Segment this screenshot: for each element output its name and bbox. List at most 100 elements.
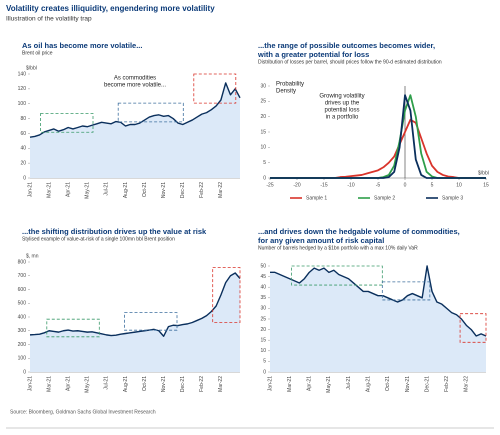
y-tick-label: 40 [20,146,26,152]
page-title: Volatility creates illiquidity, engender… [6,4,215,13]
y-tick-label: 25 [260,99,266,105]
line [270,118,486,179]
highlight-box [46,318,100,338]
highlight-box [124,312,178,331]
x-tick-label: Oct-21 [142,376,148,391]
y-tick-label: 300 [18,328,27,334]
source: Source: Bloomberg, Goldman Sachs Global … [10,409,156,415]
area-fill [270,266,486,372]
x-tick-label: Jul-21 [104,182,110,196]
x-tick-label: Mar-22 [218,376,224,392]
x-tick-label: -15 [320,182,327,188]
x-tick-label: 15 [483,182,489,188]
x-tick-label: Apr-21 [66,376,72,391]
x-tick-label: Nov-21 [161,182,167,198]
x-tick-label: Feb-22 [199,376,205,392]
y-tick-label: 0 [23,175,26,181]
y-tick-label: 5 [263,160,266,166]
y-tick-label: 50 [260,263,266,269]
y-tick-label: 140 [18,71,27,77]
x-tick-label: Nov-21 [405,376,411,392]
x-tick-label: Mar-22 [464,376,470,392]
x-tick-label: Mar-21 [46,376,52,392]
x-tick-label: May-21 [85,376,91,393]
y-tick-label: 400 [18,314,27,320]
x-tick-label: 0 [404,182,407,188]
x-tick-label: Nov-21 [161,376,167,392]
x-tick-label: Aug-21 [123,182,129,198]
y-tick-label: 600 [18,287,27,293]
y-tick-label: 20 [260,114,266,120]
y-axis-label: Density [276,89,296,95]
panel-subtitle: Distribution of losses per barrel, shoul… [258,59,442,65]
x-tick-label: Feb-22 [199,182,205,198]
y-tick-label: 100 [18,101,27,107]
panel-subtitle: Brent oil price [22,50,53,56]
line [270,94,486,179]
x-tick-label: -10 [347,182,354,188]
highlight-box [291,265,383,286]
x-tick-label: Mar-21 [287,376,293,392]
x-tick-label: Jan-21 [27,182,33,198]
x-tick-label: Oct-21 [385,376,391,391]
y-tick-label: 120 [18,86,27,92]
panel-title: for any given amount of risk capital [258,236,384,245]
panel-subtitle: Stylised example of value-at-risk of a s… [22,236,175,242]
highlight-box [212,267,241,323]
y-tick-label: 15 [260,338,266,344]
highlight-box [459,313,487,343]
y-tick-label: 100 [18,356,27,362]
panel-subtitle: Number of barrels hedged by a $1bn portf… [258,245,418,251]
annotation: become more volatile... [104,83,166,89]
highlight-box [193,73,237,104]
y-tick-label: 0 [263,175,266,181]
y-tick-label: 45 [260,274,266,280]
legend-label: Sample 1 [306,195,327,201]
line [29,272,241,337]
x-tick-label: Jul-21 [346,376,352,390]
x-tick-label: Jul-21 [104,376,110,390]
area-fill [30,82,240,178]
x-tick-label: Apr-21 [66,182,72,197]
y-tick-label: 0 [23,369,26,375]
annotation: potential loss [324,108,359,114]
y-tick-label: 30 [260,306,266,312]
x-tick-label: Mar-21 [46,182,52,198]
line [29,82,241,138]
highlight-box [381,281,431,301]
y-tick-label: 10 [260,145,266,151]
annotation: drives up the [325,101,360,107]
y-tick-label: 25 [260,316,266,322]
x-tick-label: Oct-21 [142,182,148,197]
panel-title: As oil has become more volatile... [22,41,142,50]
x-tick-label: Jan-21 [27,376,33,392]
x-tick-label: -5 [376,182,381,188]
panel-title: ...and drives down the hedgable volume o… [258,227,460,236]
x-tick-label: May-21 [326,376,332,393]
x-tick-label: Mar-22 [218,182,224,198]
annotation: Growing volatility [319,94,364,100]
y-tick-label: 40 [260,285,266,291]
y-tick-label: 700 [18,273,27,279]
x-tick-label: Jan-21 [267,376,273,392]
y-tick-label: 30 [260,83,266,89]
x-tick-label: Dec-21 [180,182,186,198]
y-tick-label: 20 [260,327,266,333]
panel-title: ...the shifting distribution drives up t… [22,227,207,236]
y-tick-label: 20 [20,160,26,166]
y-tick-label: 80 [20,116,26,122]
x-tick-label: Dec-21 [180,376,186,392]
x-tick-label: -20 [293,182,300,188]
x-axis-label: $/bbl [478,170,489,176]
y-axis-label: $/bbl [26,65,37,71]
y-tick-label: 15 [260,129,266,135]
y-tick-label: 800 [18,259,27,265]
y-tick-label: 35 [260,295,266,301]
x-tick-label: Aug-21 [123,376,129,392]
x-tick-label: Apr-21 [307,376,313,391]
page-subtitle: Illustration of the volatility trap [6,16,92,23]
y-tick-label: 0 [263,369,266,375]
x-tick-label: 5 [431,182,434,188]
annotation: in a portfolio [326,115,359,121]
